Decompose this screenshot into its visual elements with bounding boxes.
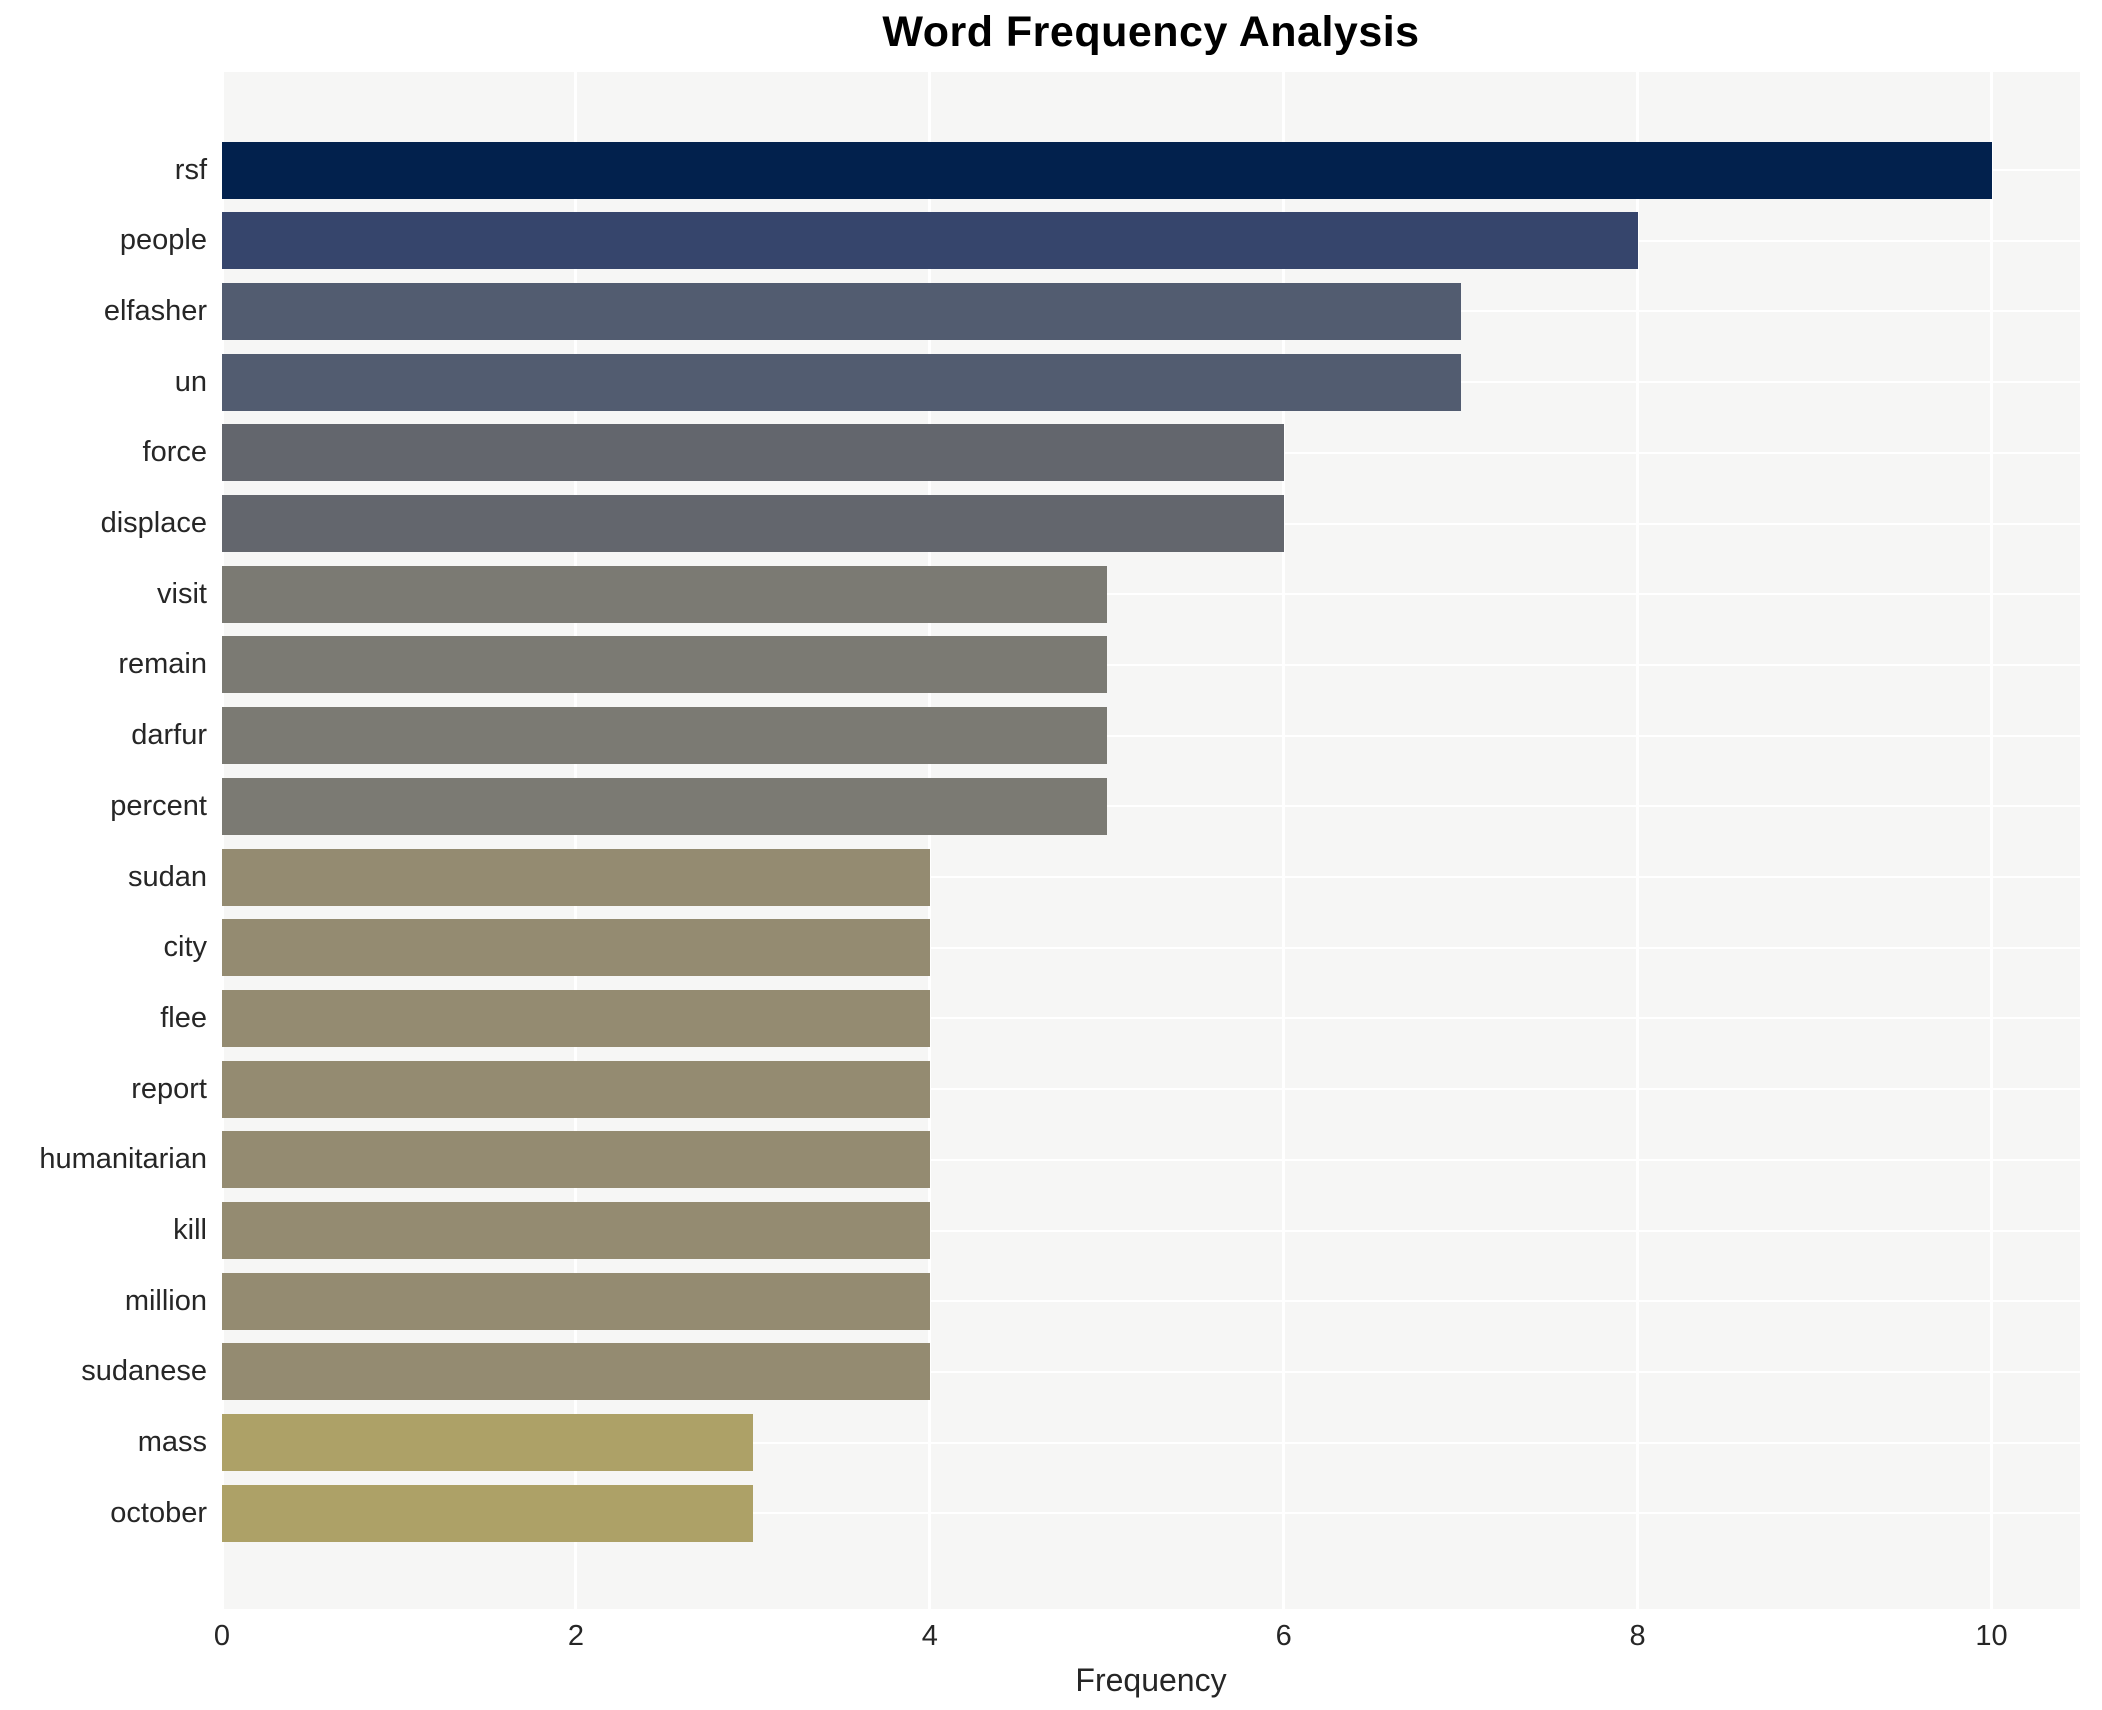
- bar-sudanese: [222, 1343, 930, 1401]
- bar-darfur: [222, 707, 1107, 765]
- v-gridline: [928, 72, 932, 1609]
- h-gridline: [222, 1300, 2080, 1303]
- h-gridline: [222, 1370, 2080, 1373]
- bar-force: [222, 424, 1284, 482]
- bar-elfasher: [222, 282, 1461, 340]
- bar-report: [222, 1060, 930, 1118]
- y-tick-label: sudan: [127, 860, 207, 893]
- y-tick-label: darfur: [131, 719, 207, 752]
- bar-visit: [222, 565, 1107, 623]
- y-tick-label: people: [119, 224, 207, 257]
- y-tick-label: visit: [157, 577, 207, 610]
- y-tick-label: sudanese: [81, 1355, 207, 1388]
- y-tick-label: humanitarian: [39, 1143, 207, 1176]
- x-tick-label: 6: [1275, 1620, 1292, 1652]
- y-tick-label: un: [174, 365, 207, 398]
- y-tick-label: mass: [137, 1426, 207, 1459]
- plot-area: [220, 72, 2080, 1609]
- x-tick-label: 0: [213, 1620, 231, 1652]
- x-tick-label: 2: [567, 1620, 584, 1652]
- y-tick-label: kill: [173, 1214, 207, 1246]
- bar-flee: [222, 989, 930, 1047]
- bar-kill: [222, 1202, 930, 1259]
- bar-city: [222, 919, 930, 977]
- h-gridline: [222, 1512, 2080, 1515]
- bar-million: [222, 1272, 930, 1330]
- bar-rsf: [222, 141, 1992, 199]
- y-tick-label: elfasher: [103, 294, 207, 327]
- bar-displace: [222, 495, 1284, 552]
- y-tick-label: million: [124, 1284, 207, 1317]
- v-gridline: [1990, 72, 1994, 1609]
- h-gridline: [222, 734, 2080, 737]
- bar-un: [222, 353, 1461, 411]
- x-tick-label: 4: [921, 1620, 938, 1652]
- h-gridline: [222, 593, 2080, 596]
- h-gridline: [222, 805, 2080, 808]
- x-tick-label: 10: [1975, 1620, 2008, 1652]
- y-tick-label: city: [163, 931, 208, 964]
- y-tick-label: percent: [110, 789, 207, 822]
- bar-people: [222, 212, 1638, 270]
- h-gridline: [222, 663, 2080, 666]
- y-tick-label: flee: [160, 1001, 207, 1034]
- y-tick-label: displace: [100, 507, 207, 539]
- v-gridline: [1282, 72, 1286, 1609]
- h-gridline: [222, 1229, 2080, 1232]
- y-tick-label: force: [142, 436, 207, 469]
- bar-humanitarian: [222, 1131, 930, 1189]
- bar-remain: [222, 636, 1107, 694]
- y-tick-label: remain: [118, 648, 207, 681]
- x-axis-title: Frequency: [1075, 1662, 1227, 1698]
- v-gridline: [574, 72, 578, 1609]
- chart-title: Word Frequency Analysis: [882, 8, 1420, 56]
- y-tick-label: rsf: [174, 153, 207, 186]
- y-tick-label: report: [131, 1072, 207, 1105]
- h-gridline: [222, 946, 2080, 949]
- y-tick-label: october: [110, 1496, 207, 1529]
- x-tick-label: 8: [1629, 1620, 1646, 1652]
- h-gridline: [222, 1158, 2080, 1161]
- bar-october: [222, 1484, 753, 1542]
- h-gridline: [222, 1017, 2080, 1020]
- bar-sudan: [222, 848, 930, 906]
- v-gridline: [220, 72, 224, 1609]
- h-gridline: [222, 1088, 2080, 1091]
- bar-percent: [222, 777, 1107, 835]
- h-gridline: [222, 1441, 2080, 1444]
- v-gridline: [1636, 72, 1640, 1609]
- bar-mass: [222, 1414, 753, 1472]
- h-gridline: [222, 876, 2080, 878]
